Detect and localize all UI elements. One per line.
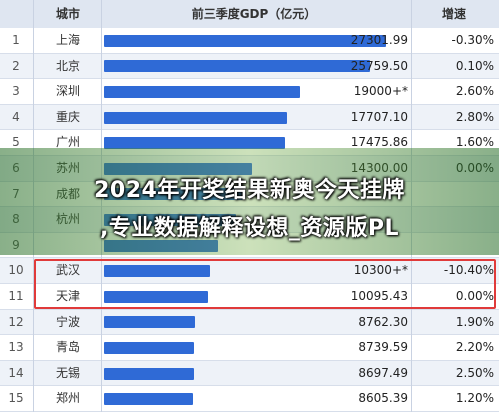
gdp-value-cell: 25759.50 <box>350 58 408 73</box>
growth-cell: -0.30% <box>451 33 494 47</box>
table-row: 2 北京 25759.50 0.10% <box>0 53 499 80</box>
rank-cell: 4 <box>12 109 20 124</box>
city-cell: 广州 <box>55 135 80 150</box>
table-row: 5 广州 17475.86 1.60% <box>0 130 499 156</box>
gdp-value-cell: 27301.99 <box>350 33 408 47</box>
city-cell: 深圳 <box>55 84 80 99</box>
gdp-bar <box>104 265 211 278</box>
table-row: 12 宁波 8762.30 1.90% <box>0 309 499 336</box>
city-cell: 无锡 <box>55 365 80 380</box>
growth-cell: 2.50% <box>455 365 494 380</box>
gdp-bar <box>104 137 285 150</box>
row-divider <box>0 129 499 131</box>
gdp-bar <box>104 393 193 406</box>
row-divider <box>0 385 499 387</box>
rank-cell: 1 <box>12 33 20 47</box>
rank-cell: 3 <box>12 84 20 99</box>
gdp-value-cell: 10095.43 <box>350 289 408 303</box>
highlight-box <box>34 259 496 309</box>
row-divider <box>0 359 499 361</box>
growth-cell: 1.20% <box>455 391 494 406</box>
city-cell: 北京 <box>55 58 80 73</box>
growth-cell: 2.60% <box>455 84 494 99</box>
header-growth: 增速 <box>441 7 466 21</box>
row-divider <box>0 308 499 310</box>
table-row: 11 天津 10095.43 0.00% <box>0 284 499 310</box>
rank-cell: 12 <box>8 314 24 329</box>
gdp-bar <box>104 290 209 303</box>
row-divider <box>0 283 499 284</box>
table-row: 15 郑州 8605.39 1.20% <box>0 386 499 412</box>
table-header-row: 城市 前三季度GDP（亿元） 增速 <box>0 0 499 28</box>
table-row: 14 无锡 8697.49 2.50% <box>0 360 499 387</box>
gdp-value-cell: 8762.30 <box>358 314 408 329</box>
gdp-bar <box>104 34 386 47</box>
gdp-value-cell: 19000+* <box>353 84 408 99</box>
growth-cell: 1.60% <box>455 135 494 150</box>
row-divider <box>0 78 499 80</box>
growth-cell: 2.80% <box>455 109 494 124</box>
growth-cell: -10.40% <box>443 263 494 278</box>
rank-cell: 11 <box>8 289 24 303</box>
city-cell: 宁波 <box>55 314 80 329</box>
city-cell: 重庆 <box>55 109 80 124</box>
gdp-bar <box>104 85 301 98</box>
gdp-value-cell: 8605.39 <box>358 391 408 406</box>
row-divider <box>0 334 499 336</box>
table-row: 1 上海 27301.99 -0.30% <box>0 28 499 54</box>
banner-overlay <box>0 148 499 255</box>
gdp-bar <box>104 367 194 380</box>
gdp-bar <box>104 316 195 329</box>
rank-cell: 10 <box>8 263 24 278</box>
row-divider <box>0 52 499 54</box>
city-cell: 上海 <box>55 33 80 47</box>
gdp-value-cell: 17707.10 <box>350 109 408 124</box>
gdp-bar <box>104 111 287 124</box>
table-row: 10 武汉 10300+* -10.40% <box>0 258 499 284</box>
growth-cell: 0.10% <box>455 58 494 73</box>
gdp-value-cell: 17475.86 <box>350 135 408 150</box>
row-divider <box>0 103 499 105</box>
rank-cell: 15 <box>8 391 24 406</box>
gdp-value-cell: 8697.49 <box>358 365 408 380</box>
gdp-bar <box>104 60 371 73</box>
gdp-bar <box>104 341 195 354</box>
city-cell: 郑州 <box>55 391 80 406</box>
rank-cell: 2 <box>12 58 20 73</box>
rank-cell: 13 <box>8 340 24 355</box>
banner-headline-line2: ,专业数据解释设想_资源版PL <box>99 216 399 241</box>
table-row: 4 重庆 17707.10 2.80% <box>0 104 499 131</box>
city-cell: 天津 <box>55 289 80 303</box>
city-cell: 武汉 <box>55 263 80 278</box>
growth-cell: 1.90% <box>455 314 494 329</box>
rank-cell: 14 <box>8 365 24 380</box>
row-divider <box>0 257 499 259</box>
rank-cell: 5 <box>12 135 20 150</box>
gdp-value-cell: 8739.59 <box>358 340 408 355</box>
banner-headline-line1: 2024年开奖结果新奥今天挂牌 <box>94 178 405 203</box>
gdp-value-cell: 10300+* <box>353 263 408 278</box>
header-city: 城市 <box>55 7 80 21</box>
growth-cell: 2.20% <box>455 340 494 355</box>
table-row: 3 深圳 19000+* 2.60% <box>0 79 499 105</box>
table-row: 13 青岛 8739.59 2.20% <box>0 335 499 361</box>
growth-cell: 0.00% <box>455 289 494 303</box>
city-cell: 青岛 <box>55 340 80 355</box>
header-gdp: 前三季度GDP（亿元） <box>191 7 317 21</box>
